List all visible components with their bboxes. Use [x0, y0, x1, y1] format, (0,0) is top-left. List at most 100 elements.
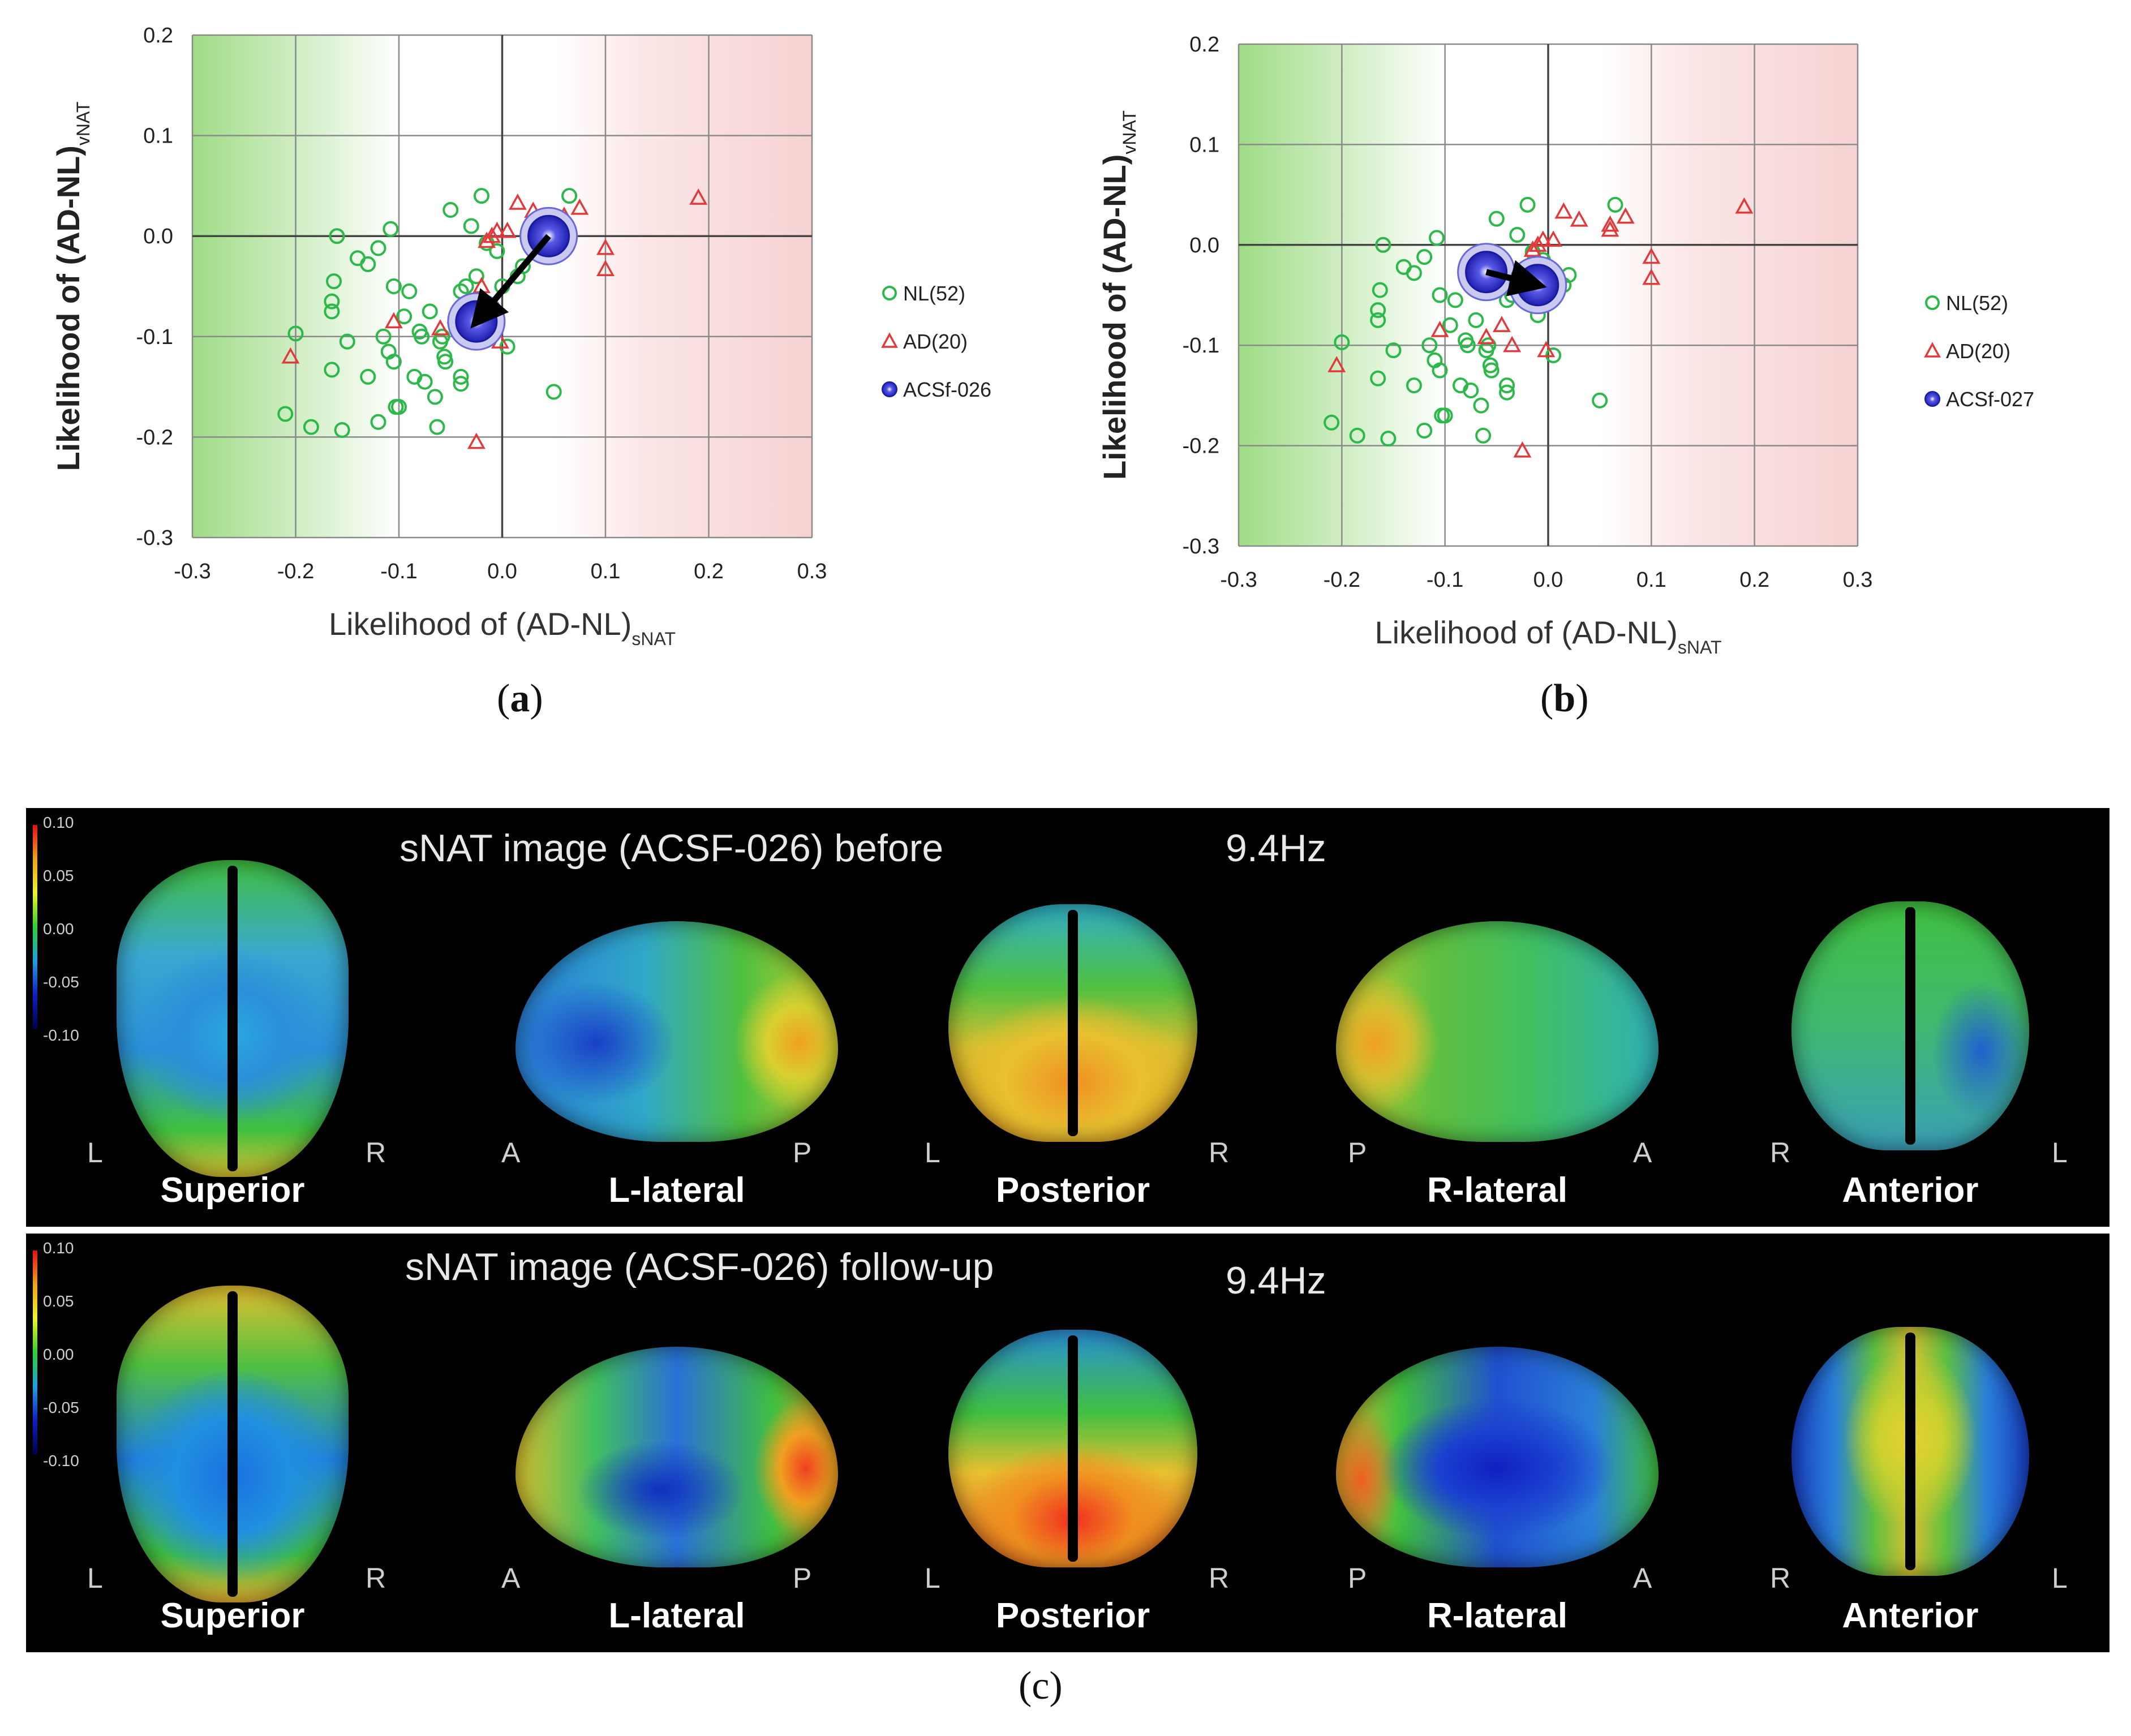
y-tick-label: 0.1 — [1189, 133, 1219, 157]
colorbar-tick-label: -0.05 — [43, 1399, 79, 1416]
y-tick-label: 0.0 — [143, 225, 173, 248]
nl-point — [422, 303, 438, 320]
brain-fissure — [227, 1291, 238, 1597]
nl-point — [1483, 362, 1500, 379]
x-tick-label: -0.1 — [380, 560, 417, 583]
y-tick-label: -0.1 — [136, 325, 173, 349]
colorbar — [33, 1251, 37, 1454]
y-tick-label: -0.1 — [1183, 334, 1219, 358]
ad-point — [1513, 441, 1532, 458]
legend-marker — [882, 286, 897, 300]
y-tick-label: -0.2 — [136, 426, 173, 449]
nl-point — [414, 328, 430, 345]
colorbar-tick-label: -0.10 — [43, 1452, 79, 1469]
ad-point — [1533, 230, 1552, 247]
red-zone — [553, 35, 812, 538]
nl-point — [545, 384, 562, 400]
x-tick-label: 0.2 — [694, 560, 724, 583]
nl-point — [427, 389, 443, 405]
orientation-left-label: L — [87, 1137, 103, 1168]
nl-point — [329, 228, 345, 244]
x-tick-label: -0.2 — [1324, 568, 1360, 592]
ad-point — [596, 260, 615, 276]
nl-point — [391, 399, 407, 415]
nl-point — [434, 328, 450, 345]
nl-point — [375, 328, 392, 345]
scatter-chart-a: -0.3 -0.2 -0.1 0.0 0.1 0.2 0.3 -0.3 -0.2 -0.1 0.0 0… — [50, 24, 991, 649]
colorbar-tick-label: 0.00 — [43, 1346, 74, 1363]
ad-point — [472, 277, 491, 294]
nl-point — [1480, 337, 1497, 354]
orientation-right-label: R — [1209, 1137, 1230, 1168]
nl-point — [385, 278, 402, 294]
y-tick-label: 0.1 — [143, 124, 173, 148]
nl-point — [1592, 392, 1608, 409]
nl-point — [1473, 397, 1489, 414]
ad-point — [1601, 215, 1619, 232]
ad-point — [1492, 316, 1511, 332]
nl-point — [1370, 312, 1386, 328]
nl-point — [360, 368, 376, 385]
nl-point — [1416, 249, 1433, 265]
ad-point — [1735, 197, 1754, 214]
orientation-right-label: L — [2052, 1137, 2068, 1168]
scatter-chart-b: -0.3 -0.2 -0.1 0.0 0.1 0.2 0.3 -0.3 -0.2 -0.1 0.0 0… — [1097, 33, 2034, 658]
nl-point — [1429, 230, 1445, 246]
x-tick-label: 0.3 — [797, 560, 827, 583]
nl-point — [277, 406, 294, 422]
x-tick-label: 0.3 — [1843, 568, 1873, 592]
view-name-label: Superior — [160, 1596, 305, 1635]
ad-point — [508, 193, 527, 210]
red-zone — [1600, 44, 1858, 546]
nl-point — [1475, 427, 1492, 444]
ad-point — [478, 231, 496, 248]
nl-point — [458, 278, 474, 294]
legend-label: AD(20) — [1946, 340, 2010, 363]
brain-l-lateral-view — [515, 921, 838, 1142]
nl-point — [370, 414, 386, 430]
ad-point — [498, 221, 517, 238]
nl-point — [1447, 292, 1463, 308]
x-tick-label: -0.2 — [277, 560, 314, 583]
x-tick-label: -0.3 — [174, 560, 210, 583]
legend-marker — [1924, 342, 1941, 358]
nl-point — [468, 268, 484, 285]
y-tick-label: 0.2 — [143, 24, 173, 48]
panel-title: sNAT image (ACSF-026) before — [399, 827, 944, 870]
ad-point — [1477, 328, 1496, 345]
nl-point — [401, 283, 418, 299]
y-axis-label: Likelihood of (AD-NL)vNAT — [50, 101, 93, 471]
ad-point — [1523, 240, 1542, 257]
x-axis-label: Likelihood of (AD-NL)sNAT — [1375, 615, 1722, 658]
orientation-left-label: A — [501, 1137, 521, 1168]
nl-point — [324, 293, 340, 310]
brain-fissure — [1905, 907, 1915, 1145]
nl-point — [1349, 427, 1365, 444]
brain-fissure — [227, 866, 238, 1171]
legend-label: NL(52) — [1946, 291, 2008, 315]
nl-point — [1416, 422, 1433, 439]
ad-point — [431, 319, 449, 336]
view-name-label: Anterior — [1842, 1171, 1979, 1210]
nl-point — [370, 240, 386, 256]
brain-panel-followup: 0.10 0.05 0.00 -0.05 -0.10 sNAT image (ACSF-0… — [26, 1234, 2109, 1652]
ad-point — [1503, 336, 1522, 353]
nl-point — [1442, 317, 1458, 333]
nl-point — [1372, 282, 1388, 298]
x-tick-label: -0.1 — [1427, 568, 1463, 592]
colorbar-tick-label: 0.05 — [43, 867, 74, 884]
ad-point — [1601, 220, 1619, 237]
change-arrow — [1485, 260, 1547, 297]
nl-point — [334, 422, 350, 438]
y-tick-label: 0.0 — [1189, 234, 1219, 257]
nl-point — [1509, 227, 1526, 243]
panel-title: sNAT image (ACSF-026) follow-up — [405, 1245, 994, 1288]
y-tick-label: -0.3 — [136, 526, 173, 550]
legend-label: ACSf-026 — [903, 378, 991, 401]
nl-point — [1437, 407, 1453, 424]
orientation-left-label: L — [925, 1137, 940, 1168]
nl-point — [1519, 196, 1536, 213]
ad-point — [1642, 247, 1661, 264]
view-name-label: Posterior — [995, 1596, 1150, 1635]
ad-point — [1430, 320, 1449, 337]
